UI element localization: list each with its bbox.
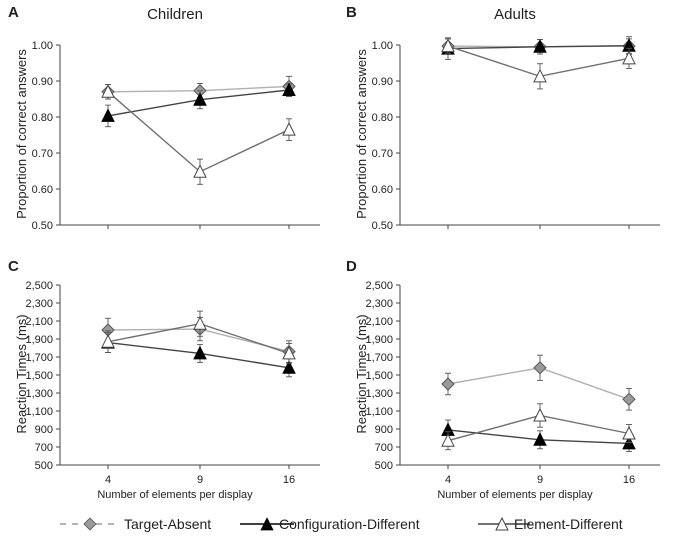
- y-tick-label: 1.00: [372, 40, 393, 52]
- data-point-element-different: [533, 407, 547, 422]
- data-point-target-absent: [533, 361, 547, 375]
- x-tick-label: 9: [537, 474, 543, 486]
- data-point-configuration-different: [533, 432, 547, 446]
- y-tick-label: 900: [35, 424, 53, 436]
- x-tick-label: 16: [623, 474, 635, 486]
- y-tick-label: 2,300: [365, 298, 393, 310]
- data-point-element-different: [441, 433, 455, 447]
- y-tick-label: 1,900: [365, 334, 393, 346]
- data-point-element-different: [282, 345, 296, 360]
- y-tick-label: 0.60: [32, 184, 53, 196]
- legend: Target-Absent Configuration-Different El…: [60, 516, 623, 532]
- panel-title-children: Children: [147, 6, 203, 23]
- y-axis-label-b: Proportion of correct answers: [354, 49, 369, 219]
- data-point-configuration-different: [282, 360, 296, 374]
- panel-letter-c: C: [8, 258, 19, 275]
- data-point-target-absent: [622, 392, 636, 407]
- data-point-target-absent: [441, 377, 455, 391]
- x-axis-label-c: Number of elements per display: [97, 489, 253, 501]
- y-tick-label: 0.60: [372, 184, 393, 196]
- data-point-configuration-different: [533, 39, 547, 53]
- x-tick-label: 4: [105, 474, 111, 486]
- legend-marker-diamond: [83, 517, 97, 531]
- y-tick-label: 700: [375, 442, 393, 454]
- y-tick-label: 0.90: [372, 76, 393, 88]
- plot-area-a: 0.50 0.60 0.70 0.80 0.90 1.00: [32, 40, 320, 232]
- y-tick-label: 500: [35, 460, 53, 472]
- data-point-element-different: [193, 164, 207, 178]
- y-axis-label-a: Proportion of correct answers: [14, 49, 29, 219]
- panel-letter-b: B: [346, 4, 357, 21]
- y-tick-label: 1,500: [25, 370, 53, 382]
- y-tick-label: 700: [35, 442, 53, 454]
- legend-item-target-absent: Target-Absent: [60, 516, 211, 532]
- panel-letter-d: D: [346, 258, 357, 275]
- data-point-element-different: [101, 84, 115, 98]
- y-tick-label: 2,500: [365, 280, 393, 292]
- y-tick-label: 0.50: [32, 220, 53, 232]
- legend-label-configuration-different: Configuration-Different: [279, 516, 420, 532]
- data-point-configuration-different: [193, 92, 207, 106]
- y-tick-label: 2,500: [25, 280, 53, 292]
- panel-d-adults-rt: D Reaction Times (ms) Number of elements…: [346, 258, 660, 501]
- panel-c-children-rt: C Reaction Times (ms) Number of elements…: [8, 258, 320, 501]
- y-tick-label: 0.80: [372, 112, 393, 124]
- legend-label-target-absent: Target-Absent: [124, 516, 211, 532]
- data-point-element-different: [622, 425, 636, 440]
- y-tick-label: 0.80: [32, 112, 53, 124]
- y-tick-label: 0.90: [32, 76, 53, 88]
- y-tick-label: 2,100: [365, 316, 393, 328]
- data-point-element-different: [622, 50, 636, 65]
- panel-a-children-accuracy: A Children Proportion of correct answers…: [8, 4, 320, 232]
- data-point-element-different: [282, 121, 296, 136]
- legend-label-element-different: Element-Different: [514, 516, 623, 532]
- data-point-configuration-different: [101, 108, 115, 122]
- y-tick-label: 0.50: [372, 220, 393, 232]
- y-tick-label: 900: [375, 424, 393, 436]
- y-tick-label: 1.00: [32, 40, 53, 52]
- y-tick-label: 1,700: [365, 352, 393, 364]
- panel-b-adults-accuracy: B Adults Proportion of correct answers 0…: [346, 4, 660, 232]
- panel-title-adults: Adults: [494, 6, 536, 23]
- y-tick-label: 1,100: [25, 406, 53, 418]
- data-point-element-different: [441, 38, 455, 53]
- y-tick-label: 500: [375, 460, 393, 472]
- y-tick-label: 2,100: [25, 316, 53, 328]
- data-point-element-different: [101, 334, 115, 348]
- panel-letter-a: A: [8, 4, 19, 21]
- y-tick-label: 0.70: [372, 148, 393, 160]
- y-tick-label: 0.70: [32, 148, 53, 160]
- x-tick-label: 9: [197, 474, 203, 486]
- legend-marker-open-triangle: [495, 516, 509, 531]
- plot-area-c: 500 700 900 1,100 1,300 1,500 1,700 1,900 2,100 2…: [25, 280, 320, 486]
- y-tick-label: 1,500: [365, 370, 393, 382]
- plot-area-b: 0.50 0.60 0.70 0.80 0.90 1.00: [372, 36, 660, 232]
- data-point-element-different: [193, 316, 207, 330]
- legend-marker-filled-triangle: [260, 517, 274, 531]
- x-tick-label: 4: [445, 474, 451, 486]
- y-tick-label: 2,300: [25, 298, 53, 310]
- y-tick-label: 1,300: [25, 388, 53, 400]
- x-tick-label: 16: [283, 474, 295, 486]
- data-point-configuration-different: [193, 345, 207, 360]
- y-tick-label: 1,100: [365, 406, 393, 418]
- legend-item-element-different: Element-Different: [478, 516, 623, 532]
- y-tick-label: 1,300: [365, 388, 393, 400]
- x-axis-label-d: Number of elements per display: [437, 489, 593, 501]
- data-point-element-different: [533, 68, 547, 83]
- y-axis-label-c: Reaction Times (ms): [14, 314, 29, 433]
- plot-area-d: 500 700 900 1,100 1,300 1,500 1,700 1,900 2,100 2…: [365, 280, 660, 486]
- legend-item-configuration-different: Configuration-Different: [240, 516, 420, 532]
- y-axis-label-d: Reaction Times (ms): [354, 314, 369, 433]
- data-point-configuration-different: [282, 82, 296, 96]
- y-tick-label: 1,700: [25, 352, 53, 364]
- y-tick-label: 1,900: [25, 334, 53, 346]
